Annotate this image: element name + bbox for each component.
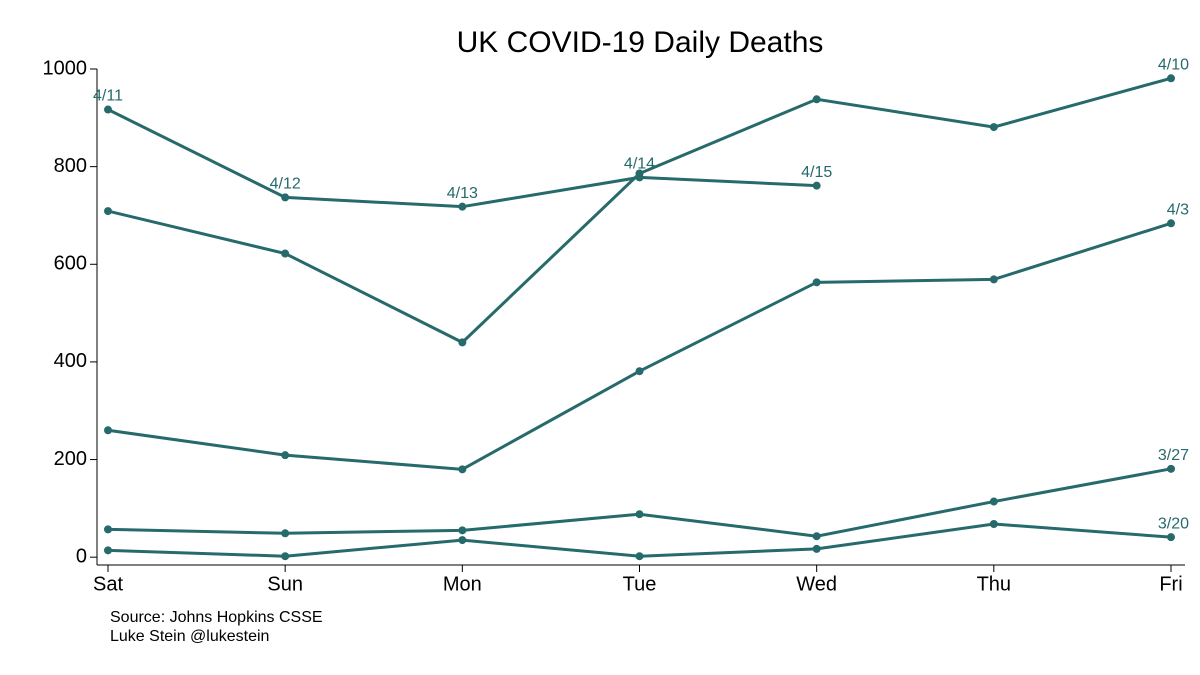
point-label: 3/27 [1158,447,1189,464]
point [104,426,112,435]
point [812,532,821,541]
point [635,510,644,519]
point [1167,74,1175,83]
point [104,207,112,216]
point [458,465,467,474]
point-label: 4/14 [624,156,655,173]
point [989,123,998,132]
point [1167,219,1175,228]
point [281,552,290,561]
point [458,526,467,535]
point-label: 4/3 [1167,201,1189,218]
point-label: 4/15 [801,164,832,181]
y-tick-label: 0 [76,545,87,567]
point [812,95,821,104]
point [104,105,112,114]
y-tick-label: 200 [54,448,87,470]
point-label: 3/20 [1158,515,1189,532]
point [458,536,467,545]
point [458,202,467,211]
point [104,525,112,534]
x-tick-label: Fri [1159,573,1182,595]
point [281,249,290,258]
point [635,367,644,376]
point [281,529,290,538]
point [1167,533,1175,542]
x-tick-label: Thu [977,573,1011,595]
x-tick-label: Wed [796,573,837,595]
author-note: Luke Stein @lukestein [110,628,269,645]
point [1167,464,1175,473]
point [989,497,998,506]
y-tick-label: 800 [54,155,87,177]
chart-title: UK COVID-19 Daily Deaths [457,26,824,59]
x-tick-label: Sun [267,573,303,595]
point [635,552,644,561]
point [635,173,644,182]
x-tick-label: Sat [93,573,123,595]
x-tick-label: Mon [443,573,482,595]
point-label: 4/13 [447,185,478,202]
point [281,193,290,202]
point [281,451,290,460]
point [812,181,821,190]
point [458,338,467,347]
x-tick-label: Tue [623,573,657,595]
y-tick-label: 600 [54,253,87,275]
point [812,544,821,553]
point [812,278,821,287]
source-note: Source: Johns Hopkins CSSE [110,609,323,626]
point [989,519,998,528]
point [104,546,112,555]
y-tick-label: 1000 [43,57,88,79]
point [989,275,998,284]
point-label: 4/10 [1158,56,1189,73]
point-label: 4/11 [93,88,123,105]
point-label: 4/12 [270,176,301,193]
y-tick-label: 400 [54,350,87,372]
